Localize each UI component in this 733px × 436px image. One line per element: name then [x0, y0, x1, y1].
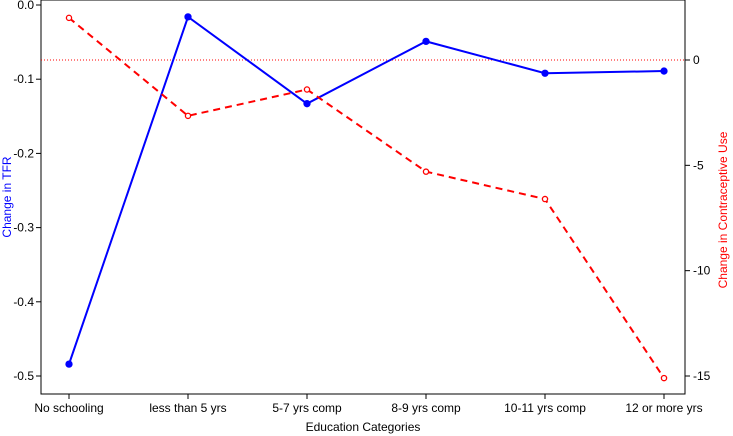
- tfr-data-point: [660, 67, 668, 75]
- left-tick-label: -0.3: [13, 221, 34, 235]
- contraceptive-data-point: [541, 195, 549, 203]
- contraceptive-data-point: [65, 14, 73, 22]
- x-tick-label: 10-11 yrs comp: [504, 401, 586, 415]
- x-tick-label: No schooling: [34, 401, 103, 415]
- contraceptive-data-point: [303, 86, 311, 93]
- x-axis: No schooling less than 5 yrs 5-7 yrs comp 8…: [34, 394, 703, 415]
- right-tick-label: -10: [693, 264, 711, 278]
- left-tick-label: -0.4: [13, 295, 34, 309]
- x-tick-label: less than 5 yrs: [149, 401, 226, 415]
- right-axis: 0 -5 -10 -15: [685, 53, 711, 383]
- contraceptive-series-line: [68, 17, 665, 379]
- right-tick-label: -15: [693, 369, 711, 383]
- left-axis-label: Change in TFR: [0, 156, 14, 237]
- contraceptive-data-point: [660, 374, 668, 382]
- left-tick-label: 0.0: [17, 0, 34, 12]
- left-axis: 0.0 -0.1 -0.2 -0.3 -0.4 -0.5: [13, 0, 41, 383]
- x-tick-label: 12 or more yrs: [625, 401, 702, 415]
- tfr-data-point: [65, 360, 73, 368]
- plot-frame: [40, 0, 686, 395]
- x-tick-label: 8-9 yrs comp: [391, 401, 461, 415]
- series-layer: [65, 13, 668, 382]
- contraceptive-data-point: [422, 168, 430, 175]
- tfr-data-point: [422, 37, 430, 46]
- tfr-data-point: [303, 100, 311, 108]
- x-axis-label: Education Categories: [306, 420, 421, 434]
- tfr-series-line: [68, 15, 665, 365]
- right-tick-label: 0: [693, 53, 700, 67]
- right-tick-label: -5: [693, 158, 704, 172]
- tfr-data-point: [184, 13, 192, 21]
- right-axis-label: Change in Contraceptive Use: [716, 131, 730, 288]
- left-tick-label: -0.5: [13, 369, 34, 383]
- contraceptive-data-point: [184, 112, 192, 120]
- left-tick-label: -0.2: [13, 146, 34, 160]
- x-tick-label: 5-7 yrs comp: [272, 401, 342, 415]
- left-tick-label: -0.1: [13, 72, 34, 86]
- tfr-data-point: [541, 69, 549, 77]
